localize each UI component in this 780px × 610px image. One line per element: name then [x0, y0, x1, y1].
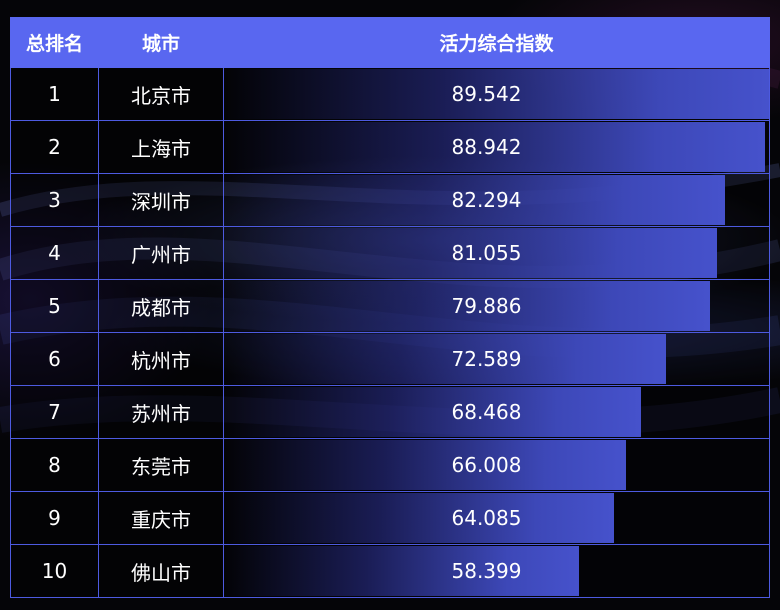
score-label: 66.008 — [451, 453, 522, 477]
table-row: 2 上海市 88.942 — [10, 120, 770, 174]
score-cell: 58.399 — [223, 544, 770, 598]
rank-cell: 7 — [10, 385, 99, 439]
rank-cell: 5 — [10, 279, 99, 333]
table-row: 7 苏州市 68.468 — [10, 385, 770, 439]
score-cell: 79.886 — [223, 279, 770, 333]
city-cell: 佛山市 — [98, 544, 224, 598]
score-cell: 64.085 — [223, 491, 770, 545]
score-label: 58.399 — [451, 559, 522, 583]
score-cell: 81.055 — [223, 226, 770, 280]
score-bar — [224, 440, 626, 490]
header-city: 城市 — [98, 17, 224, 68]
score-label: 89.542 — [451, 82, 522, 106]
score-label: 72.589 — [451, 347, 522, 371]
rank-cell: 1 — [10, 67, 99, 121]
city-cell: 深圳市 — [98, 173, 224, 227]
score-label: 79.886 — [451, 294, 522, 318]
score-cell: 82.294 — [223, 173, 770, 227]
table-row: 4 广州市 81.055 — [10, 226, 770, 280]
city-cell: 东莞市 — [98, 438, 224, 492]
table-row: 6 杭州市 72.589 — [10, 332, 770, 386]
score-bar — [224, 387, 641, 437]
score-cell: 68.468 — [223, 385, 770, 439]
score-bar — [224, 281, 711, 331]
table-header-row: 总排名 城市 活力综合指数 — [10, 17, 770, 68]
score-bar — [224, 546, 580, 596]
score-cell: 89.542 — [223, 67, 770, 121]
city-cell: 广州市 — [98, 226, 224, 280]
table-row: 10 佛山市 58.399 — [10, 544, 770, 598]
ranking-table: 总排名 城市 活力综合指数 1 北京市 89.542 2 上海市 88.942 3 深圳市 82… — [10, 17, 770, 598]
city-cell: 北京市 — [98, 67, 224, 121]
score-label: 81.055 — [451, 241, 522, 265]
score-bar — [224, 175, 725, 225]
score-label: 68.468 — [451, 400, 522, 424]
score-label: 88.942 — [451, 135, 522, 159]
table-row: 3 深圳市 82.294 — [10, 173, 770, 227]
rank-cell: 2 — [10, 120, 99, 174]
score-bar — [224, 69, 769, 119]
rank-cell: 10 — [10, 544, 99, 598]
header-score: 活力综合指数 — [223, 17, 770, 68]
score-bar — [224, 493, 615, 543]
rank-cell: 6 — [10, 332, 99, 386]
score-bar — [224, 122, 766, 172]
city-cell: 上海市 — [98, 120, 224, 174]
rank-cell: 4 — [10, 226, 99, 280]
score-cell: 72.589 — [223, 332, 770, 386]
table-body: 1 北京市 89.542 2 上海市 88.942 3 深圳市 82.294 4 广州市 81.055… — [10, 67, 770, 598]
table-row: 9 重庆市 64.085 — [10, 491, 770, 545]
table-row: 1 北京市 89.542 — [10, 67, 770, 121]
table-row: 8 东莞市 66.008 — [10, 438, 770, 492]
score-cell: 88.942 — [223, 120, 770, 174]
score-bar — [224, 334, 666, 384]
city-cell: 重庆市 — [98, 491, 224, 545]
score-cell: 66.008 — [223, 438, 770, 492]
city-cell: 成都市 — [98, 279, 224, 333]
city-cell: 苏州市 — [98, 385, 224, 439]
table-row: 5 成都市 79.886 — [10, 279, 770, 333]
rank-cell: 3 — [10, 173, 99, 227]
rank-cell: 9 — [10, 491, 99, 545]
header-rank: 总排名 — [10, 17, 99, 68]
city-cell: 杭州市 — [98, 332, 224, 386]
score-label: 82.294 — [451, 188, 522, 212]
score-bar — [224, 228, 718, 278]
rank-cell: 8 — [10, 438, 99, 492]
score-label: 64.085 — [451, 506, 522, 530]
